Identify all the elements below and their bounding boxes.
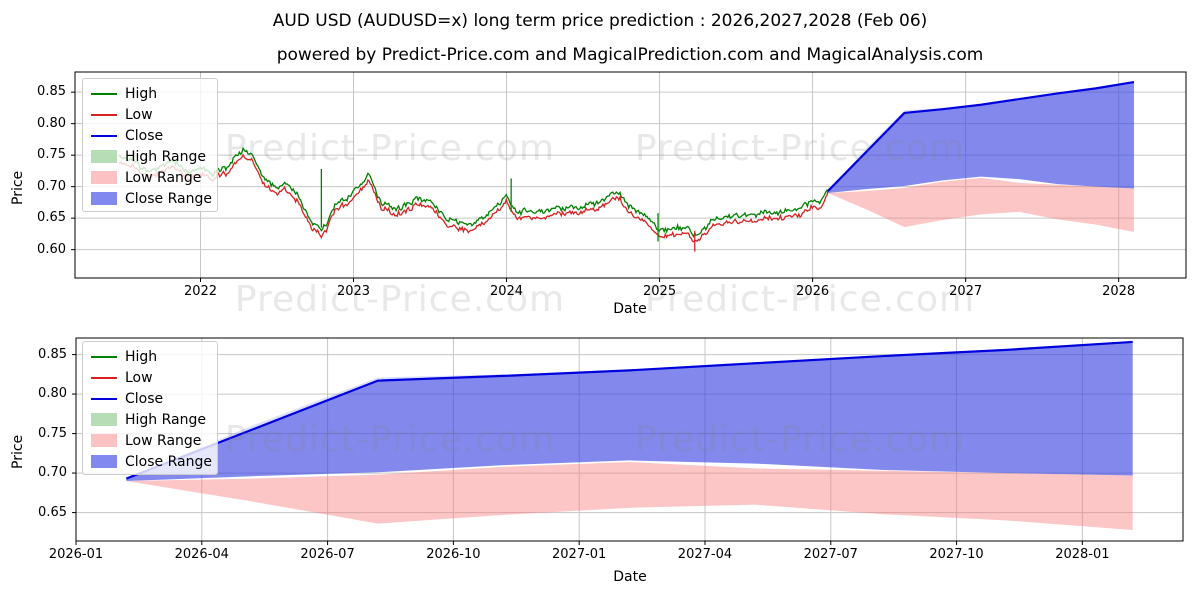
high-line	[118, 146, 829, 239]
x-tick-label: 2028	[1102, 284, 1136, 299]
x-tick-label: 2026-01	[48, 547, 104, 562]
legend-line-swatch	[91, 397, 117, 400]
legend-entry-high-range: High Range	[83, 146, 217, 167]
x-tick-label: 2026-10	[426, 547, 481, 562]
close-range-band	[827, 82, 1134, 193]
legend-patch-swatch	[91, 455, 117, 468]
legend-line-swatch	[91, 376, 117, 379]
legend-label: Close	[125, 390, 164, 407]
legend-label: Low Range	[125, 432, 202, 449]
legend-entry-low-range: Low Range	[83, 430, 217, 451]
legend-label: High Range	[125, 411, 206, 428]
legend-patch-swatch	[91, 171, 117, 184]
long-term-history-and-prediction	[71, 71, 1187, 282]
legend-entry-close: Close	[83, 388, 217, 409]
legend-entry-close: Close	[83, 125, 217, 146]
x-tick-label: 2024	[489, 284, 524, 299]
plot-frame	[74, 71, 1187, 279]
low-range-band	[827, 177, 1134, 233]
legend-patch-swatch	[91, 150, 117, 163]
figure-subtitle: powered by Predict-Price.com and Magical…	[276, 45, 984, 65]
legend-entry-low-range: Low Range	[83, 167, 217, 188]
x-tick-label: 2026-04	[174, 547, 229, 562]
x-tick-label: 2025	[643, 284, 677, 299]
x-tick-label: 2026-07	[300, 547, 355, 562]
bottom-chart-y-axis-label: Price	[10, 434, 26, 469]
y-tick-label: 0.80	[38, 386, 67, 402]
y-tick-label: 0.85	[38, 346, 67, 362]
legend-patch-swatch	[91, 413, 117, 426]
legend-entry-close-range: Close Range	[83, 188, 217, 209]
legend-entry-low: Low	[83, 104, 217, 125]
y-tick-label: 0.70	[38, 465, 67, 481]
top-chart-legend: High Low Close High Range Low Range Close Ran…	[82, 78, 218, 212]
legend-line-swatch	[91, 134, 117, 137]
y-tick-label: 0.70	[37, 178, 66, 194]
legend-entry-low: Low	[83, 367, 217, 388]
plot-frame	[75, 337, 1184, 542]
x-tick-label: 2027-04	[677, 547, 733, 562]
y-tick-label: 0.85	[37, 84, 66, 100]
legend-line-swatch	[91, 92, 117, 95]
legend-patch-swatch	[91, 434, 117, 447]
legend-label: Low	[125, 369, 153, 386]
y-tick-label: 0.75	[37, 147, 66, 163]
legend-label: Low Range	[125, 169, 202, 186]
x-tick-label: 2023	[336, 284, 371, 299]
legend-line-swatch	[91, 355, 117, 358]
legend-label: Close Range	[125, 453, 212, 470]
top-chart-y-axis-label: Price	[10, 170, 26, 205]
close-line	[125, 340, 1133, 480]
x-tick-label: 2027-10	[929, 547, 984, 562]
x-tick-label: 2028-01	[1055, 547, 1110, 562]
top-chart-x-axis-label: Date	[613, 301, 647, 317]
legend-entry-high-range: High Range	[83, 409, 217, 430]
prediction-detail-2026-2028	[72, 337, 1184, 545]
bottom-chart-x-axis-label: Date	[613, 569, 647, 585]
legend-patch-swatch	[91, 192, 117, 205]
x-tick-label: 2027-01	[552, 547, 607, 562]
legend-entry-high: High	[83, 83, 217, 104]
y-tick-label: 0.65	[38, 504, 67, 520]
x-tick-label: 2026	[796, 284, 830, 299]
y-tick-label: 0.60	[37, 241, 66, 257]
legend-label: High	[125, 348, 158, 365]
figure-title: AUD USD (AUDUSD=x) long term price predi…	[272, 11, 928, 31]
legend-label: Close	[125, 127, 164, 144]
legend-label: Low	[125, 106, 153, 123]
legend-entry-high: High	[83, 346, 217, 367]
y-tick-label: 0.80	[37, 115, 66, 131]
x-tick-label: 2022	[183, 284, 218, 299]
y-tick-label: 0.65	[37, 210, 66, 226]
x-tick-label: 2027	[949, 284, 983, 299]
close-line	[827, 80, 1135, 192]
legend-label: Close Range	[125, 190, 212, 207]
bottom-chart-legend: High Low Close High Range Low Range Close Ran…	[82, 341, 218, 475]
y-tick-label: 0.75	[38, 425, 67, 441]
low-line	[118, 153, 829, 243]
x-tick-label: 2027-07	[803, 547, 858, 562]
legend-entry-close-range: Close Range	[83, 451, 217, 472]
legend-label: High	[125, 85, 158, 102]
legend-line-swatch	[91, 113, 117, 116]
close-range-band	[126, 341, 1133, 481]
low-range-band	[126, 462, 1133, 530]
legend-label: High Range	[125, 148, 206, 165]
